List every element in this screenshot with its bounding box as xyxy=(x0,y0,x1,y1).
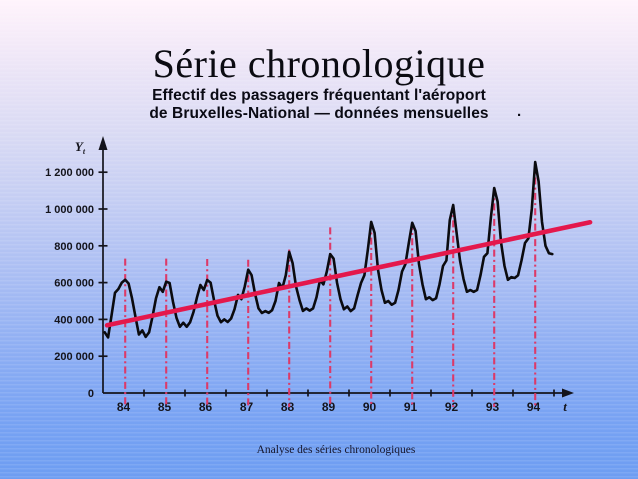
y-tick-label: 1 000 000 xyxy=(45,204,94,216)
x-tick-label: 93 xyxy=(486,400,500,414)
chart-subtitle: Effectif des passagers fréquentant l'aér… xyxy=(0,87,638,122)
y-tick-label: 200 000 xyxy=(54,351,94,363)
subtitle-line-2: de Bruxelles-National — données mensuell… xyxy=(149,104,489,122)
x-tick-label: 91 xyxy=(404,400,418,414)
x-tick-label: 89 xyxy=(322,400,336,414)
x-tick-label: 87 xyxy=(240,400,254,414)
x-tick-label: 92 xyxy=(445,400,459,414)
x-tick-label: 86 xyxy=(199,400,213,414)
y-axis-arrowhead-icon xyxy=(98,136,108,150)
x-tick-label: 90 xyxy=(363,400,377,414)
stray-period-mark: . xyxy=(517,103,522,120)
slide-title: Série chronologique xyxy=(152,41,486,86)
x-tick-label: 85 xyxy=(158,400,172,414)
x-axis-arrowhead-icon xyxy=(562,388,574,398)
y-tick-label: 600 000 xyxy=(54,278,94,290)
x-axis-variable-label: t xyxy=(563,399,567,414)
y-tick-label: 400 000 xyxy=(54,314,94,326)
subtitle-line-1: Effectif des passagers fréquentant l'aér… xyxy=(152,87,486,104)
trend-line xyxy=(104,219,593,328)
y-tick-label: 800 000 xyxy=(54,241,94,253)
x-tick-label: 84 xyxy=(117,400,131,414)
x-tick-label: 88 xyxy=(281,400,295,414)
y-axis-variable-label: Yt xyxy=(75,139,86,156)
slide-footer: Analyse des séries chronologiques xyxy=(256,444,416,456)
passenger-series-curve xyxy=(103,160,554,339)
x-tick-label: 94 xyxy=(527,400,541,414)
y-tick-label: 0 xyxy=(88,388,94,400)
y-tick-label: 1 200 000 xyxy=(45,167,94,179)
